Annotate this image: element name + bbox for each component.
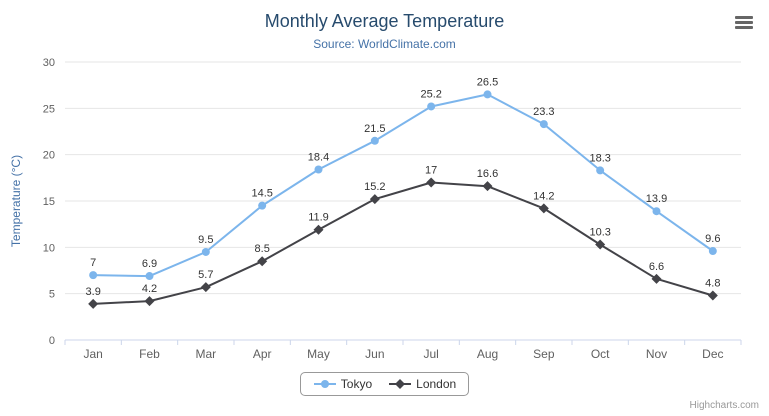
circle-marker-icon: [313, 380, 336, 388]
point-marker[interactable]: [652, 207, 661, 216]
data-label: 11.9: [308, 212, 329, 224]
svg-text:Dec: Dec: [702, 347, 723, 361]
data-label: 14.5: [251, 188, 272, 200]
svg-text:Jun: Jun: [365, 347, 384, 361]
data-label: 7: [90, 257, 96, 269]
chart-title: Monthly Average Temperature: [264, 11, 505, 31]
data-label: 18.4: [308, 151, 329, 163]
svg-text:25: 25: [43, 103, 55, 115]
y-axis-title: Temperature (°C): [9, 155, 23, 247]
hamburger-menu-icon[interactable]: [735, 16, 753, 29]
y-gridlines: [65, 61, 741, 341]
data-label: 6.9: [142, 258, 157, 270]
hamburger-line: [735, 21, 753, 24]
point-marker[interactable]: [369, 194, 380, 205]
point-marker[interactable]: [539, 120, 548, 129]
point-marker[interactable]: [427, 102, 436, 111]
hamburger-line: [735, 16, 753, 19]
legend-item-london[interactable]: London: [388, 377, 456, 391]
legend-item-label: London: [416, 377, 457, 391]
legend-box: Tokyo London: [299, 372, 470, 396]
point-marker[interactable]: [144, 296, 155, 307]
data-label: 17: [425, 164, 437, 176]
series-line-tokyo: [93, 93, 714, 278]
credits-link[interactable]: Highcharts.com: [689, 400, 759, 411]
point-marker[interactable]: [201, 247, 210, 256]
point-marker[interactable]: [483, 90, 492, 99]
svg-text:0: 0: [49, 335, 55, 347]
point-marker[interactable]: [258, 201, 267, 210]
data-label: 18.3: [589, 152, 610, 164]
svg-text:Jan: Jan: [83, 347, 102, 361]
diamond-marker-icon: [389, 379, 412, 389]
point-marker[interactable]: [538, 203, 549, 214]
chart-subtitle: Source: WorldClimate.com: [313, 37, 456, 51]
svg-text:5: 5: [49, 289, 55, 301]
point-marker[interactable]: [89, 271, 98, 280]
data-label: 3.9: [86, 286, 101, 298]
series-line-london: [93, 181, 714, 305]
svg-text:20: 20: [43, 150, 55, 162]
data-label: 4.8: [705, 278, 720, 290]
svg-text:Sep: Sep: [533, 347, 555, 361]
series-london[interactable]: 3.9 4.2 5.7 8.5 11.9 15.2 17 16.6 14.2 10.3 6.6 4.8: [86, 164, 721, 309]
point-marker[interactable]: [313, 224, 324, 235]
svg-text:Mar: Mar: [195, 347, 216, 361]
data-label: 9.6: [705, 233, 720, 245]
point-marker[interactable]: [200, 282, 211, 293]
svg-text:10: 10: [43, 242, 55, 254]
x-axis: [64, 339, 742, 345]
point-marker[interactable]: [88, 298, 99, 309]
point-marker[interactable]: [708, 247, 717, 256]
svg-text:May: May: [307, 347, 330, 361]
svg-text:Apr: Apr: [253, 347, 272, 361]
point-marker[interactable]: [314, 165, 323, 174]
data-label: 21.5: [364, 123, 385, 135]
svg-text:Nov: Nov: [646, 347, 667, 361]
point-marker[interactable]: [145, 272, 154, 281]
data-label: 13.9: [646, 193, 667, 205]
point-marker[interactable]: [482, 181, 493, 192]
data-label: 25.2: [420, 88, 441, 100]
data-label: 14.2: [533, 190, 554, 202]
legend-item-tokyo[interactable]: Tokyo: [313, 377, 372, 391]
svg-text:15: 15: [43, 196, 55, 208]
data-label: 5.7: [198, 269, 213, 281]
svg-text:30: 30: [43, 57, 55, 69]
point-marker[interactable]: [257, 256, 268, 267]
x-axis-labels: Jan Feb Mar Apr May Jun Jul Aug Sep Oct Nov Dec: [83, 347, 723, 361]
hamburger-line: [735, 26, 753, 29]
point-marker[interactable]: [596, 166, 605, 175]
svg-text:Jul: Jul: [423, 347, 438, 361]
data-label: 15.2: [364, 181, 385, 193]
legend-item-label: Tokyo: [340, 377, 373, 391]
data-label: 16.6: [477, 168, 498, 180]
svg-text:Oct: Oct: [591, 347, 610, 361]
data-label: 23.3: [533, 106, 554, 118]
point-marker[interactable]: [370, 136, 379, 145]
data-label: 9.5: [198, 234, 213, 246]
svg-text:Feb: Feb: [139, 347, 160, 361]
point-marker[interactable]: [426, 177, 437, 188]
data-label: 26.5: [477, 76, 498, 88]
legend: Tokyo London: [0, 372, 769, 396]
y-axis-labels: 0 5 10 15 20 25 30: [43, 57, 55, 347]
point-marker[interactable]: [707, 290, 718, 301]
data-label: 6.6: [649, 261, 664, 273]
svg-text:Aug: Aug: [477, 347, 498, 361]
point-marker[interactable]: [651, 273, 662, 284]
data-label: 8.5: [255, 243, 270, 255]
point-marker[interactable]: [595, 239, 606, 250]
series-tokyo[interactable]: 7 6.9 9.5 14.5 18.4 21.5 25.2 26.5 23.3 18.3 13.9 9…: [89, 76, 720, 281]
data-label: 4.2: [142, 283, 157, 295]
data-label: 10.3: [589, 227, 610, 239]
